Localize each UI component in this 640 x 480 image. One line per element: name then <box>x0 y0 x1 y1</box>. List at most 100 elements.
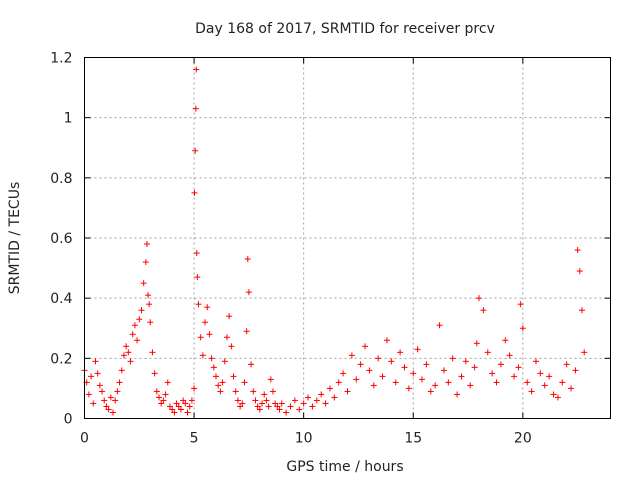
data-point <box>103 403 110 410</box>
data-point <box>462 358 469 365</box>
data-point <box>272 400 279 407</box>
data-point <box>493 379 500 386</box>
data-point <box>142 259 149 266</box>
data-point <box>497 361 504 368</box>
data-point <box>182 400 189 407</box>
y-tick-label: 1.2 <box>50 51 72 67</box>
data-point <box>116 379 123 386</box>
y-axis-label: SRMTID / TECUs <box>7 182 23 295</box>
data-point <box>473 340 480 347</box>
data-point <box>156 394 163 401</box>
data-point <box>305 394 312 401</box>
data-point <box>241 379 248 386</box>
data-point <box>278 400 285 407</box>
x-tick-label: 20 <box>514 431 532 447</box>
data-point <box>362 343 369 350</box>
data-point <box>147 319 154 326</box>
chart-title: Day 168 of 2017, SRMTID for receiver prc… <box>195 21 495 37</box>
data-point <box>370 382 377 389</box>
data-point <box>105 406 112 413</box>
data-point <box>511 373 518 380</box>
data-point <box>145 292 152 299</box>
data-point <box>217 388 224 395</box>
data-point <box>357 361 364 368</box>
data-point <box>254 403 261 410</box>
data-point <box>114 388 121 395</box>
data-point <box>202 319 209 326</box>
data-point <box>180 397 187 404</box>
data-point <box>164 379 171 386</box>
x-tick-label: 5 <box>190 431 199 447</box>
data-point <box>528 388 535 395</box>
data-point <box>213 373 219 380</box>
data-point <box>432 382 439 389</box>
data-point <box>193 66 200 73</box>
data-point <box>550 391 557 398</box>
y-tick-label: 0.2 <box>50 351 72 367</box>
x-tick-label: 0 <box>80 431 89 447</box>
data-point <box>127 358 134 365</box>
data-point <box>208 355 215 362</box>
plot-frame <box>84 57 611 419</box>
data-point <box>401 364 408 371</box>
data-point <box>204 304 211 311</box>
data-point <box>138 307 145 314</box>
data-point <box>532 358 539 365</box>
data-point <box>143 241 150 248</box>
data-point <box>210 364 217 371</box>
data-point <box>158 400 165 407</box>
data-point <box>219 379 226 386</box>
data-point <box>519 325 526 332</box>
data-point <box>85 391 92 398</box>
data-point <box>107 394 114 401</box>
data-point <box>414 346 421 353</box>
data-point <box>221 358 228 365</box>
x-axis-label: GPS time / hours <box>286 459 403 475</box>
data-point <box>166 403 173 410</box>
data-point <box>326 385 333 392</box>
data-point <box>458 373 465 380</box>
data-point <box>388 358 395 365</box>
data-point <box>153 388 160 395</box>
data-point <box>177 406 184 413</box>
data-point <box>125 349 132 356</box>
data-point <box>90 400 97 407</box>
data-point <box>191 385 198 392</box>
data-point <box>489 370 496 377</box>
data-point <box>243 328 250 335</box>
data-point <box>537 370 544 377</box>
data-point <box>515 364 522 371</box>
data-point <box>237 403 244 410</box>
data-point <box>184 409 191 416</box>
data-point <box>234 397 241 404</box>
data-point <box>118 367 125 374</box>
data-point <box>440 367 447 374</box>
data-point <box>300 400 307 407</box>
data-point <box>252 397 259 404</box>
data-point <box>445 379 452 386</box>
data-point <box>149 349 156 356</box>
data-point <box>276 406 283 413</box>
data-point <box>322 400 329 407</box>
data-point <box>171 409 178 416</box>
x-tick-label: 15 <box>404 431 422 447</box>
data-point <box>112 397 119 404</box>
data-point <box>506 352 513 359</box>
data-point <box>579 307 586 314</box>
data-point <box>248 361 255 368</box>
data-point <box>318 391 325 398</box>
data-point <box>348 352 355 359</box>
data-point <box>250 388 257 395</box>
data-point <box>436 322 443 329</box>
data-point <box>572 367 579 374</box>
data-point <box>193 250 200 257</box>
data-point <box>109 409 116 416</box>
data-point <box>191 189 198 196</box>
data-point <box>283 409 290 416</box>
data-point <box>353 376 360 383</box>
data-point <box>267 376 274 383</box>
data-point <box>188 397 195 404</box>
grid-lines <box>84 57 611 419</box>
data-point <box>574 247 581 254</box>
